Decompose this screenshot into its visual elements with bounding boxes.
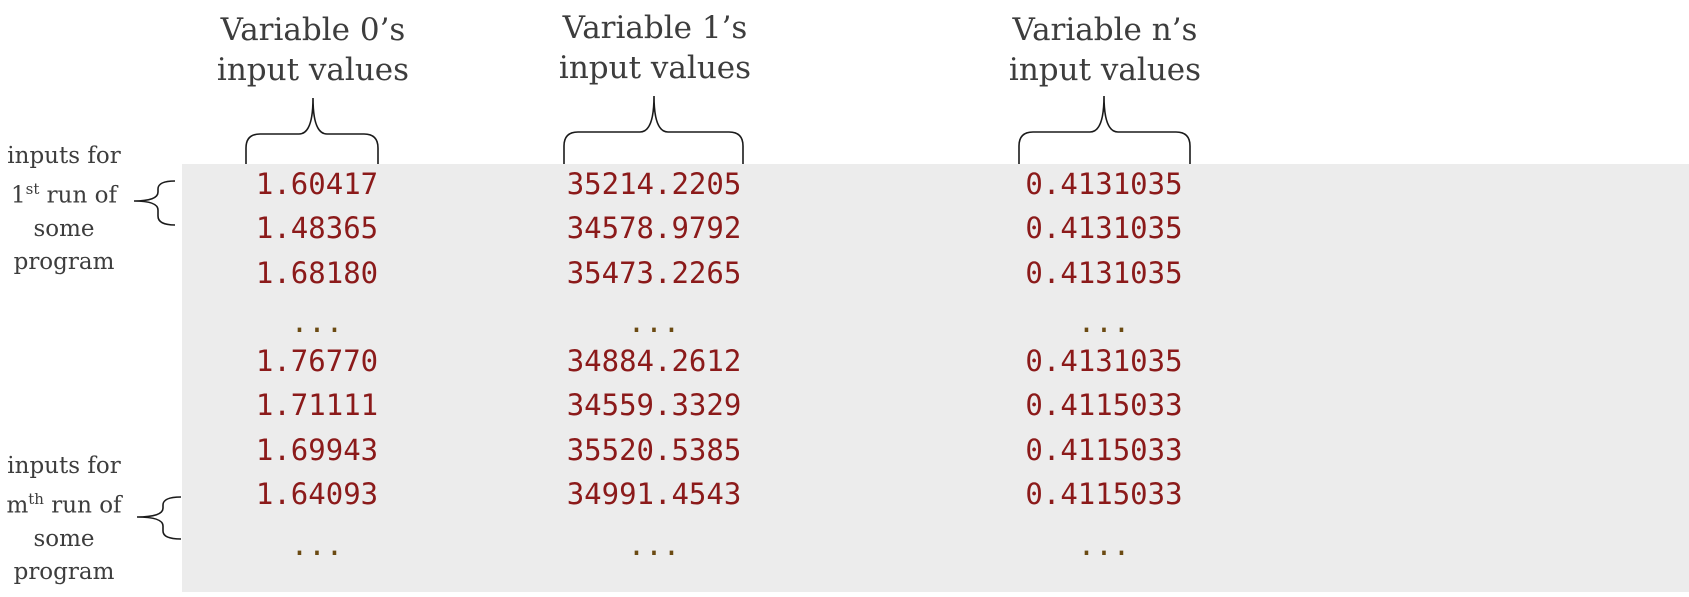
row-label-mth-ordinal: m bbox=[6, 492, 29, 519]
row-label-first-line3: some bbox=[33, 215, 95, 242]
column-0-title-line2: input values bbox=[216, 52, 410, 88]
column-1-title-line2: input values bbox=[558, 50, 752, 86]
row-label-first-run: inputs for 1st run of some program bbox=[0, 140, 128, 279]
value-cell: 0.4115033 bbox=[1025, 433, 1183, 467]
column-n-title: Variable n’s input values bbox=[945, 10, 1265, 90]
row-label-mth-line2: mth run of bbox=[0, 483, 128, 523]
value-ellipsis: ... bbox=[1077, 305, 1131, 339]
column-1-title-line1: Variable 1’s bbox=[562, 10, 748, 46]
row-label-mth-line3: some bbox=[33, 525, 95, 552]
value-cell: 34578.9792 bbox=[566, 211, 742, 245]
row-label-first-ordinal: 1 bbox=[11, 182, 26, 209]
row-first-brace bbox=[133, 180, 176, 226]
value-cell: 0.4115033 bbox=[1025, 477, 1183, 511]
value-ellipsis: ... bbox=[627, 528, 681, 562]
row-label-first-rest: run of bbox=[39, 182, 117, 209]
value-cell: 1.68180 bbox=[255, 256, 379, 290]
row-label-mth-line1: inputs for bbox=[7, 453, 121, 479]
value-cell: 1.71111 bbox=[255, 388, 379, 422]
row-label-first-line1: inputs for bbox=[7, 143, 121, 169]
value-cell: 35520.5385 bbox=[566, 433, 742, 467]
value-cell: 34991.4543 bbox=[566, 477, 742, 511]
column-0-brace bbox=[245, 97, 379, 164]
value-cell: 34559.3329 bbox=[566, 388, 742, 422]
column-0-title: Variable 0’s input values bbox=[153, 10, 473, 90]
row-label-mth-line4: program bbox=[13, 558, 115, 585]
column-n-title-line2: input values bbox=[1008, 52, 1202, 88]
row-label-mth-rest: run of bbox=[43, 492, 122, 519]
value-cell: 35473.2265 bbox=[566, 256, 742, 290]
value-cell: 1.76770 bbox=[255, 344, 379, 378]
value-cell: 0.4131035 bbox=[1025, 256, 1183, 290]
value-cell: 1.69943 bbox=[255, 433, 379, 467]
row-label-mth-suffix: th bbox=[28, 490, 44, 508]
column-0-title-line1: Variable 0’s bbox=[220, 12, 406, 48]
value-cell: 1.64093 bbox=[255, 477, 379, 511]
column-1-brace bbox=[563, 95, 744, 164]
row-label-mth-run: inputs for mth run of some program bbox=[0, 450, 128, 589]
value-cell: 35214.2205 bbox=[566, 167, 742, 201]
value-cell: 34884.2612 bbox=[566, 344, 742, 378]
value-cell: 0.4131035 bbox=[1025, 344, 1183, 378]
value-cell: 0.4131035 bbox=[1025, 167, 1183, 201]
column-n-brace bbox=[1018, 95, 1191, 164]
value-cell: 1.48365 bbox=[255, 211, 379, 245]
value-ellipsis: ... bbox=[290, 305, 344, 339]
column-n-title-line1: Variable n’s bbox=[1012, 12, 1198, 48]
value-cell: 0.4115033 bbox=[1025, 388, 1183, 422]
row-mth-brace bbox=[136, 496, 182, 540]
value-cell: 1.60417 bbox=[255, 167, 379, 201]
row-label-first-suffix: st bbox=[25, 180, 40, 198]
value-ellipsis: ... bbox=[627, 305, 681, 339]
data-table-panel bbox=[182, 164, 1689, 592]
value-cell: 0.4131035 bbox=[1025, 211, 1183, 245]
row-label-first-line2: 1st run of bbox=[0, 173, 128, 213]
column-1-title: Variable 1’s input values bbox=[495, 8, 815, 88]
value-ellipsis: ... bbox=[290, 528, 344, 562]
value-ellipsis: ... bbox=[1077, 528, 1131, 562]
row-label-first-line4: program bbox=[13, 248, 115, 275]
